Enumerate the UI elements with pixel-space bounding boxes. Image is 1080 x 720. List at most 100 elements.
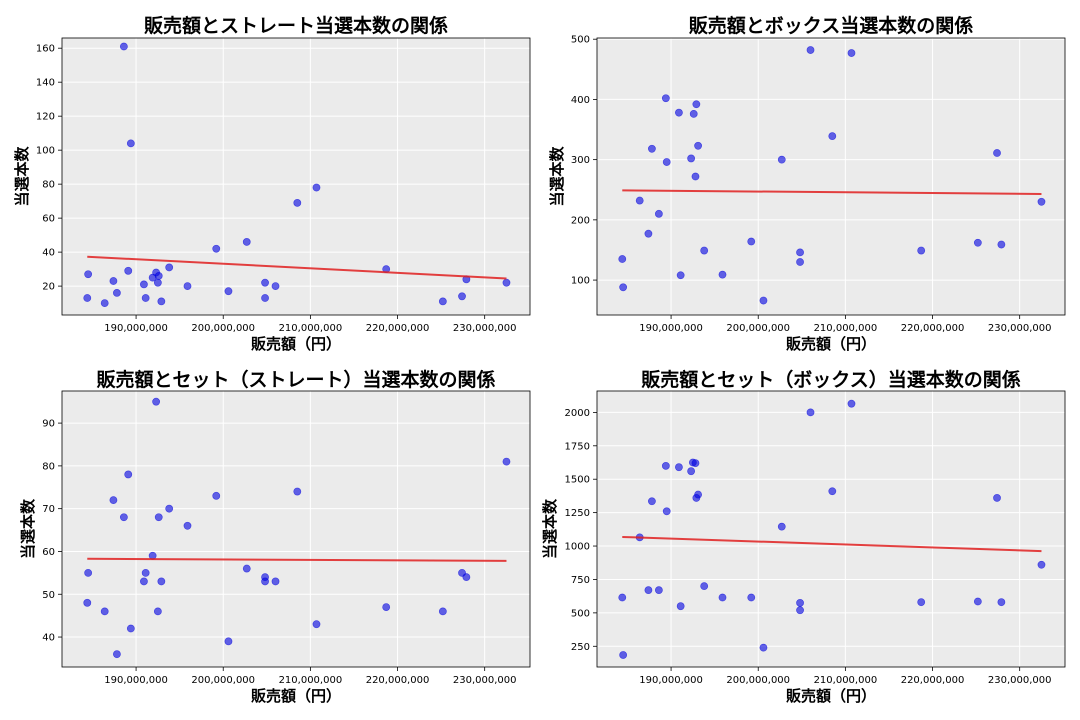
- data-point: [644, 229, 653, 238]
- data-point: [759, 643, 768, 652]
- data-point: [126, 139, 135, 148]
- y-tick-label: 70: [42, 504, 55, 515]
- x-tick-label: 230,000,000: [453, 323, 517, 334]
- data-point: [140, 577, 148, 586]
- data-point: [796, 598, 804, 607]
- plot-area: [597, 38, 1065, 315]
- x-tick-label: 210,000,000: [279, 323, 343, 334]
- y-tick-label: 80: [42, 461, 55, 472]
- data-point: [993, 149, 1001, 157]
- data-point: [700, 582, 709, 591]
- data-point: [153, 607, 162, 616]
- y-tick-label: 300: [571, 155, 590, 166]
- axes-frame: [596, 37, 1066, 316]
- data-point: [100, 299, 109, 308]
- data-point: [84, 270, 93, 279]
- data-point: [242, 564, 251, 573]
- data-point: [157, 297, 166, 306]
- y-tick-label: 500: [571, 608, 590, 619]
- y-tick-label: 90: [42, 419, 55, 430]
- data-point: [140, 280, 148, 289]
- data-point: [796, 248, 804, 257]
- axes-frame: [61, 37, 531, 316]
- y-tick-label: 1250: [565, 508, 590, 519]
- data-point: [242, 238, 251, 246]
- trend-line: [622, 189, 1042, 195]
- data-point: [165, 504, 174, 513]
- data-point: [654, 586, 663, 595]
- data-point: [718, 270, 727, 279]
- data-point: [293, 487, 302, 496]
- data-point: [1037, 560, 1046, 569]
- data-point: [661, 94, 670, 103]
- axes-frame: [596, 390, 1066, 668]
- data-point: [126, 624, 135, 633]
- data-point: [692, 100, 701, 109]
- data-point: [83, 294, 92, 302]
- data-point: [619, 651, 628, 659]
- data-point: [993, 494, 1001, 502]
- y-tick-label: 50: [42, 590, 55, 601]
- x-tick-label: 210,000,000: [279, 675, 343, 686]
- y-axis-label: 当選本数: [548, 146, 566, 207]
- data-point: [100, 607, 109, 616]
- data-point: [154, 272, 163, 280]
- data-point: [676, 602, 685, 611]
- x-tick-label: 220,000,000: [901, 675, 965, 686]
- data-point: [124, 470, 133, 479]
- data-point: [619, 283, 628, 292]
- x-tick-label: 190,000,000: [639, 323, 703, 334]
- chart-panel-3: 190,000,000 200,000,000 210,000,000 220,000…: [19, 368, 531, 705]
- y-tick-label: 40: [42, 633, 55, 644]
- x-tick-label: 210,000,000: [814, 323, 878, 334]
- x-tick-label: 230,000,000: [453, 675, 517, 686]
- y-tick-label: 80: [42, 180, 55, 191]
- data-point: [119, 42, 128, 51]
- data-point: [691, 172, 700, 181]
- x-axis-label: 販売額（円）: [786, 335, 876, 353]
- y-axis-label: 当選本数: [541, 498, 559, 559]
- y-tick-label: 60: [42, 214, 55, 225]
- data-point: [828, 132, 837, 141]
- data-point: [119, 513, 128, 522]
- x-tick-label: 220,000,000: [366, 675, 430, 686]
- data-point: [224, 287, 233, 296]
- data-point: [183, 521, 192, 530]
- y-tick-label: 1500: [565, 475, 590, 486]
- chart-panel-4: 190,000,000 200,000,000 210,000,000 220,000…: [541, 368, 1066, 705]
- x-tick-label: 200,000,000: [191, 323, 255, 334]
- x-tick-label: 190,000,000: [104, 323, 168, 334]
- data-point: [157, 577, 166, 586]
- data-point: [618, 255, 627, 263]
- trend-line: [87, 255, 507, 280]
- data-point: [109, 277, 118, 285]
- y-tick-label: 20: [42, 282, 55, 293]
- data-point: [648, 144, 656, 153]
- chart-panel-1: 190,000,000 200,000,000 210,000,000 220,000…: [13, 14, 531, 353]
- data-point: [618, 593, 627, 602]
- data-point: [261, 294, 269, 302]
- axes-frame: [61, 390, 531, 668]
- y-tick-label: 400: [571, 95, 590, 106]
- data-point: [261, 278, 269, 287]
- data-point: [997, 240, 1006, 249]
- data-point: [828, 487, 837, 496]
- y-tick-label: 500: [571, 35, 590, 46]
- y-tick-label: 750: [571, 575, 590, 586]
- data-point: [224, 637, 233, 646]
- data-point: [438, 607, 447, 616]
- data-point: [806, 46, 815, 54]
- data-point: [687, 154, 696, 163]
- data-point: [675, 463, 683, 472]
- y-tick-label: 2000: [565, 408, 590, 419]
- data-point: [759, 296, 768, 305]
- data-point: [689, 109, 698, 118]
- data-point: [796, 606, 804, 615]
- chart-title: 販売額とストレート当選本数の関係: [144, 14, 448, 37]
- data-point: [271, 577, 280, 586]
- data-point: [458, 292, 466, 301]
- data-point: [644, 586, 653, 595]
- x-axis-label: 販売額（円）: [251, 335, 341, 353]
- data-point: [662, 507, 671, 516]
